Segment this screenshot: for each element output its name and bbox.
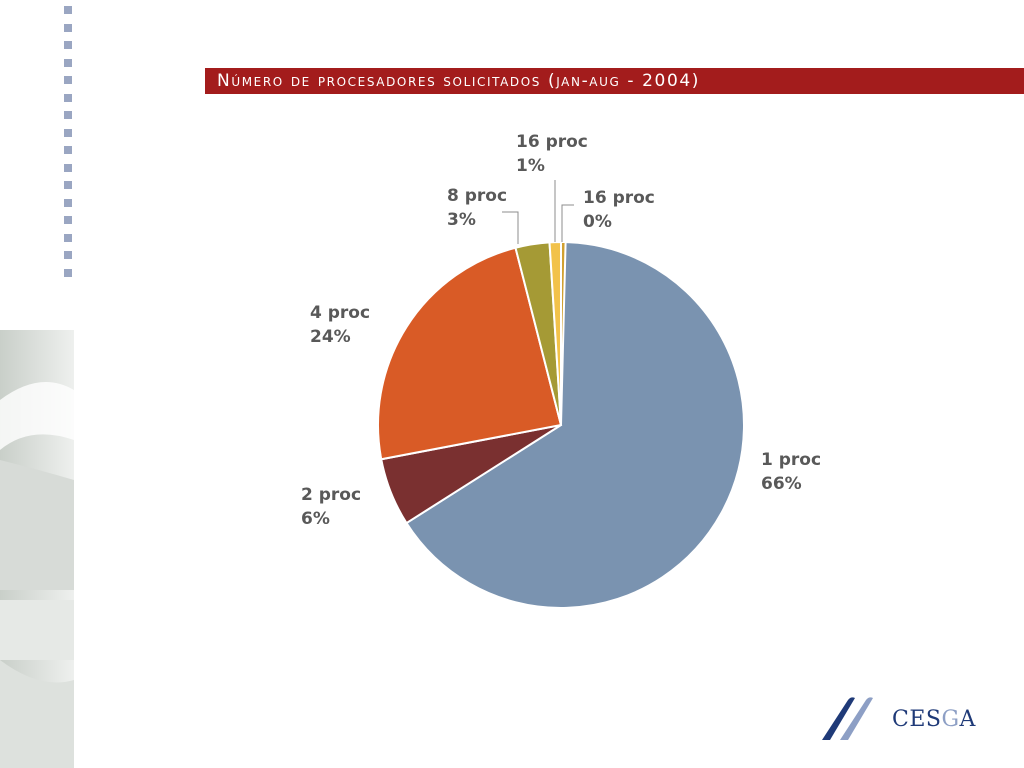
slide-title: Número de procesadores solicitados (jan-… — [217, 71, 701, 91]
pie-slice-4-proc-2 — [377, 246, 563, 461]
leader-line — [561, 204, 574, 242]
pie-slice-1-proc-0 — [405, 240, 745, 609]
decorative-dot — [64, 251, 72, 259]
slice-label-name: 16 proc — [583, 188, 655, 208]
slice-label-percent: 0% — [583, 212, 612, 232]
decorative-dot — [64, 198, 72, 207]
leader-line — [502, 211, 519, 244]
decorative-dot — [64, 216, 72, 224]
title-banner: Número de procesadores solicitados (jan-… — [205, 68, 1024, 94]
slice-label-percent: 24% — [310, 327, 351, 347]
cesga-logo-text: CESGA — [892, 706, 976, 732]
slice-label-name: 4 proc — [310, 303, 370, 323]
slice-label-name: 2 proc — [301, 485, 361, 505]
decorative-dot — [64, 233, 72, 242]
decorative-dot — [64, 268, 72, 277]
decorative-dot — [64, 128, 72, 137]
slice-label-percent: 6% — [301, 509, 330, 529]
decorative-dot — [64, 6, 72, 14]
cesga-logo: CESGA — [818, 694, 978, 744]
decorative-dot — [64, 111, 72, 119]
decorative-dot — [64, 76, 72, 84]
decorative-dot — [64, 163, 72, 172]
decorative-dot — [64, 58, 72, 67]
pie-slice-16-proc-5 — [560, 240, 567, 426]
cesga-logo-mark-icon — [822, 697, 873, 740]
slice-label-percent: 3% — [447, 210, 476, 230]
slice-label-percent: 66% — [761, 474, 802, 494]
decorative-dot — [64, 41, 72, 49]
slice-label-name: 1 proc — [761, 450, 821, 470]
decorative-dot — [64, 146, 72, 154]
decorative-dot — [64, 93, 72, 102]
slice-label-percent: 1% — [516, 156, 545, 176]
decorative-dot — [64, 23, 72, 32]
decorative-photo — [0, 330, 74, 768]
decorative-dot — [64, 181, 72, 189]
slice-label-name: 16 proc — [516, 132, 588, 152]
slice-label-name: 8 proc — [447, 186, 507, 206]
decorative-dot-column — [64, 0, 72, 280]
